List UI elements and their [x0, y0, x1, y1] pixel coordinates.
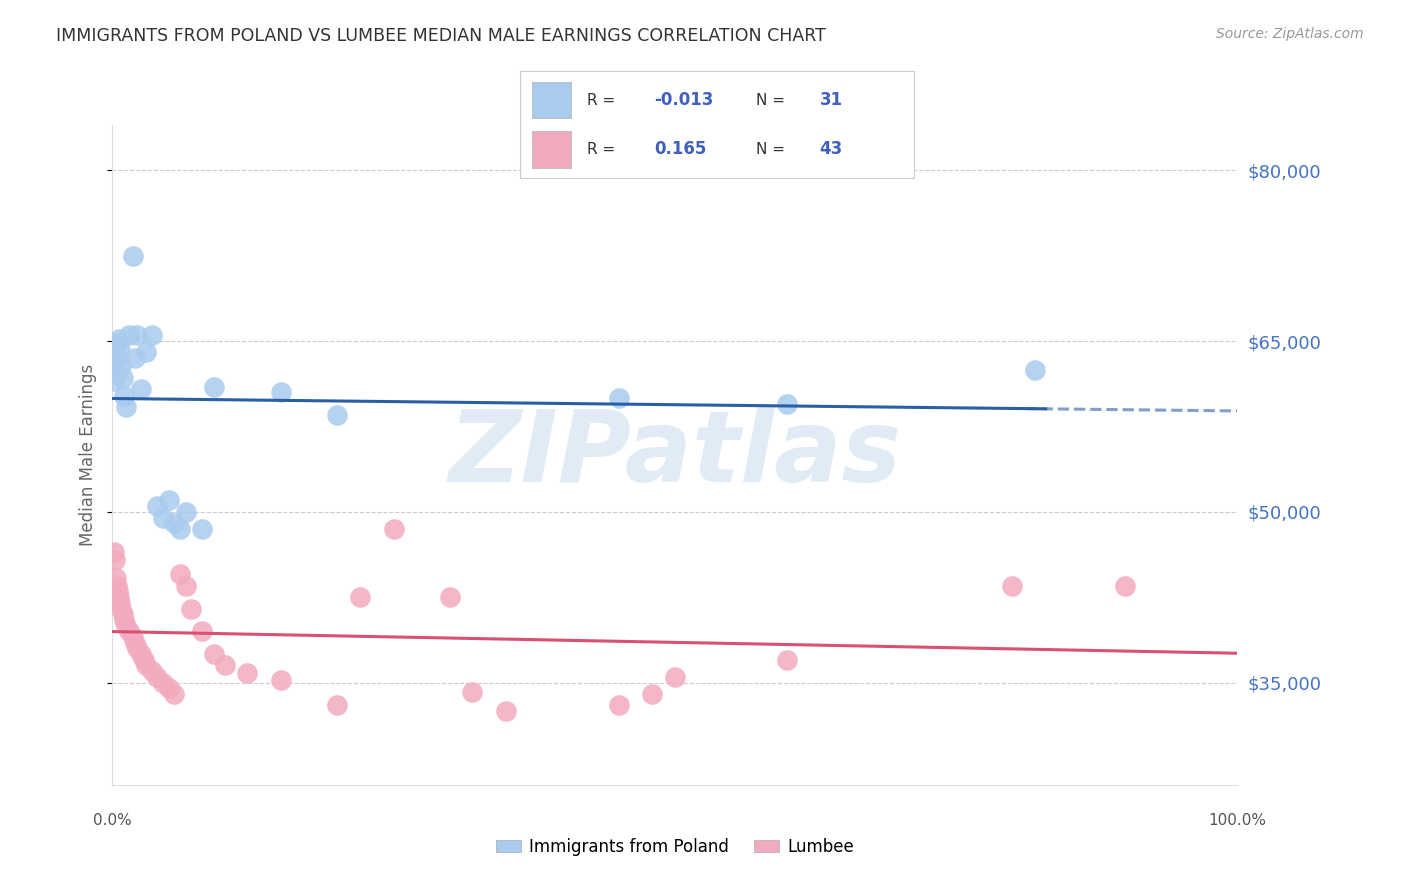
Text: 31: 31 — [820, 91, 842, 109]
Point — [776, 653, 799, 667]
Point — [124, 351, 146, 366]
Point — [180, 601, 202, 615]
Point — [110, 596, 132, 610]
Point — [107, 584, 129, 599]
Point — [132, 653, 155, 667]
Point — [118, 624, 141, 639]
Text: Source: ZipAtlas.com: Source: ZipAtlas.com — [1216, 27, 1364, 41]
Point — [326, 408, 349, 422]
Point — [121, 630, 143, 644]
Point — [163, 516, 186, 531]
Point — [382, 522, 405, 536]
Point — [141, 328, 163, 343]
Text: N =: N = — [756, 142, 786, 157]
Point — [124, 636, 146, 650]
Point — [135, 345, 157, 359]
Point — [1114, 579, 1136, 593]
Point — [607, 391, 630, 405]
Point — [270, 385, 292, 400]
Point — [108, 332, 131, 346]
Text: IMMIGRANTS FROM POLAND VS LUMBEE MEDIAN MALE EARNINGS CORRELATION CHART: IMMIGRANTS FROM POLAND VS LUMBEE MEDIAN … — [56, 27, 827, 45]
Point — [157, 493, 180, 508]
Point — [141, 664, 163, 678]
Point — [115, 400, 138, 414]
Text: 0.0%: 0.0% — [93, 814, 132, 829]
Text: R =: R = — [588, 93, 616, 108]
Point — [270, 673, 292, 688]
Point — [135, 658, 157, 673]
Point — [104, 336, 127, 351]
Point — [146, 499, 169, 513]
Text: 0.165: 0.165 — [654, 141, 706, 159]
Point — [214, 658, 236, 673]
Point — [163, 687, 186, 701]
Text: -0.013: -0.013 — [654, 91, 713, 109]
Point — [110, 601, 132, 615]
Point — [1001, 579, 1024, 593]
Point — [191, 522, 214, 536]
Point — [118, 328, 141, 343]
Point — [152, 510, 174, 524]
Point — [169, 522, 191, 536]
Point — [664, 670, 686, 684]
Point — [174, 579, 197, 593]
Text: R =: R = — [588, 142, 616, 157]
Point — [127, 328, 149, 343]
Point — [112, 613, 135, 627]
Point — [112, 389, 135, 403]
Point — [121, 249, 143, 263]
Point — [152, 675, 174, 690]
Point — [129, 382, 152, 396]
FancyBboxPatch shape — [531, 131, 571, 168]
Point — [202, 647, 225, 661]
Text: ZIPatlas: ZIPatlas — [449, 407, 901, 503]
Point — [157, 681, 180, 696]
Point — [202, 379, 225, 393]
Point — [111, 607, 134, 622]
Point — [105, 366, 128, 380]
Legend: Immigrants from Poland, Lumbee: Immigrants from Poland, Lumbee — [489, 831, 860, 863]
Point — [495, 704, 517, 718]
Point — [129, 647, 152, 661]
Point — [439, 590, 461, 604]
Point — [641, 687, 664, 701]
Point — [115, 618, 138, 632]
Point — [104, 552, 127, 566]
Point — [349, 590, 371, 604]
Point — [108, 590, 131, 604]
Point — [107, 351, 129, 366]
Point — [1024, 362, 1046, 376]
Point — [103, 374, 125, 388]
Text: 100.0%: 100.0% — [1208, 814, 1267, 829]
Point — [104, 348, 127, 362]
Point — [776, 397, 799, 411]
Y-axis label: Median Male Earnings: Median Male Earnings — [79, 364, 97, 546]
Text: 43: 43 — [820, 141, 842, 159]
Text: N =: N = — [756, 93, 786, 108]
Point — [169, 567, 191, 582]
Point — [110, 343, 132, 358]
Point — [103, 544, 125, 558]
Point — [191, 624, 214, 639]
Point — [146, 670, 169, 684]
Point — [326, 698, 349, 713]
Point — [607, 698, 630, 713]
Point — [461, 684, 484, 698]
Point — [127, 641, 149, 656]
Point — [174, 505, 197, 519]
Point — [110, 359, 132, 373]
Point — [111, 370, 134, 384]
Point — [236, 666, 259, 681]
FancyBboxPatch shape — [531, 82, 571, 119]
Point — [105, 579, 128, 593]
Point — [104, 571, 127, 585]
